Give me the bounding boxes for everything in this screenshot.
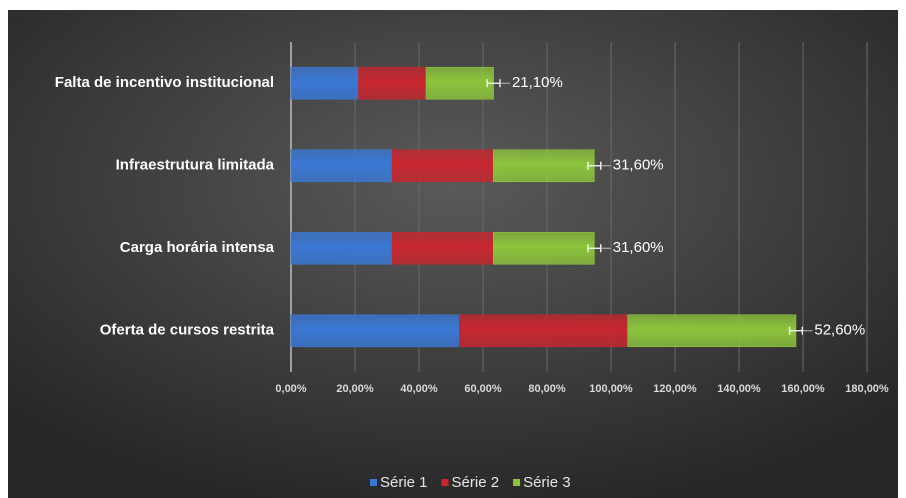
bar — [425, 66, 494, 100]
bar — [290, 149, 393, 183]
bar — [492, 231, 595, 265]
data-label: 21,10% — [512, 74, 563, 91]
bar — [358, 66, 427, 100]
bar — [627, 314, 797, 348]
x-tick-label: 160,00% — [781, 383, 825, 395]
bar — [391, 149, 494, 183]
y-tick-label: Infraestrutura limitada — [116, 157, 275, 174]
x-tick-label: 80,00% — [528, 383, 566, 395]
legend-swatch — [513, 479, 521, 486]
legend-label: Série 2 — [452, 474, 500, 491]
data-label: 52,60% — [814, 322, 865, 339]
data-label: 31,60% — [613, 157, 664, 174]
y-tick-label: Falta de incentivo institucional — [55, 74, 274, 91]
bar — [391, 231, 494, 265]
x-tick-label: 180,00% — [845, 383, 889, 395]
bar — [290, 231, 393, 265]
bar — [459, 314, 628, 348]
y-tick-label: Carga horária intensa — [120, 239, 275, 256]
x-tick-label: 20,00% — [336, 383, 374, 395]
legend-label: Série 3 — [523, 474, 571, 491]
legend-swatch — [370, 479, 377, 486]
x-tick-label: 40,00% — [400, 383, 438, 395]
y-tick-label: Oferta de cursos restrita — [100, 322, 275, 339]
bar — [290, 314, 460, 348]
bar — [492, 149, 595, 183]
x-tick-label: 60,00% — [464, 383, 502, 395]
x-tick-label: 0,00% — [275, 383, 306, 395]
legend-label: Série 1 — [380, 474, 428, 491]
x-tick-label: 140,00% — [717, 383, 761, 395]
legend-swatch — [441, 479, 449, 486]
bar — [290, 66, 359, 100]
x-tick-label: 100,00% — [589, 383, 633, 395]
data-label: 31,60% — [613, 239, 664, 256]
x-tick-label: 120,00% — [653, 383, 697, 395]
